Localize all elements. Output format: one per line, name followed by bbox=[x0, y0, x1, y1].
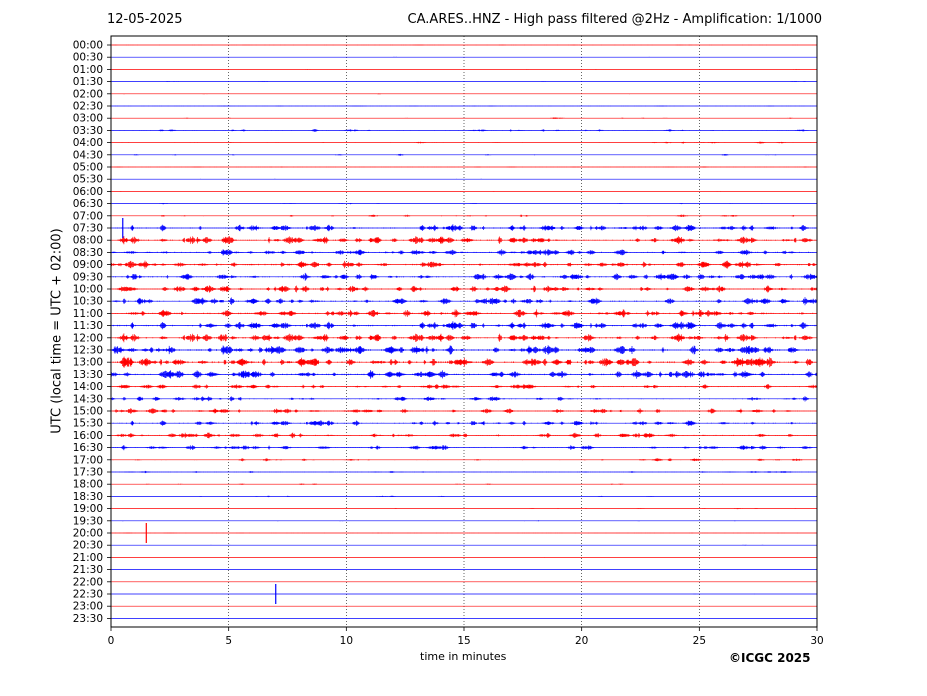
y-tick-label: 07:30 bbox=[73, 223, 103, 235]
y-tick-label: 10:00 bbox=[73, 284, 103, 296]
y-tick-label: 21:00 bbox=[73, 552, 103, 564]
y-tick-label: 22:00 bbox=[73, 576, 103, 588]
trace-1500 bbox=[110, 408, 816, 414]
y-tick-label: 07:00 bbox=[73, 210, 103, 222]
y-tick-label: 11:00 bbox=[73, 308, 103, 320]
y-tick-label: 01:00 bbox=[73, 64, 103, 76]
y-tick-label: 00:30 bbox=[73, 52, 103, 64]
y-tick-label: 16:00 bbox=[73, 430, 103, 442]
x-tick-label: 30 bbox=[810, 635, 823, 647]
y-tick-label: 08:30 bbox=[73, 247, 103, 259]
y-tick-label: 06:00 bbox=[73, 186, 103, 198]
y-tick-label: 12:30 bbox=[73, 345, 103, 357]
y-tick-label: 04:00 bbox=[73, 137, 103, 149]
y-tick-label: 23:00 bbox=[73, 601, 103, 613]
y-tick-label: 23:30 bbox=[73, 613, 103, 625]
y-tick-label: 03:00 bbox=[73, 113, 103, 125]
y-tick-label: 12:00 bbox=[73, 332, 103, 344]
x-tick-label: 0 bbox=[108, 635, 115, 647]
x-tick-label: 25 bbox=[693, 635, 706, 647]
trace-1330 bbox=[110, 370, 818, 379]
plot-frame bbox=[110, 35, 818, 628]
y-tick-label: 20:00 bbox=[73, 528, 103, 540]
trace-1030 bbox=[110, 297, 817, 306]
trace-0330 bbox=[110, 129, 816, 132]
y-tick-label: 05:00 bbox=[73, 162, 103, 174]
y-tick-label: 17:30 bbox=[73, 467, 103, 479]
date-label: 12-05-2025 bbox=[107, 12, 183, 27]
y-tick-label: 06:30 bbox=[73, 198, 103, 210]
chart-title: CA.ARES..HNZ - High pass filtered @2Hz -… bbox=[407, 12, 822, 27]
trace-1130 bbox=[110, 321, 816, 330]
y-tick-label: 20:30 bbox=[73, 540, 103, 552]
x-tick-label: 10 bbox=[340, 635, 353, 647]
y-axis-label: UTC (local time = UTC + 02:00) bbox=[49, 228, 65, 434]
x-tick-label: 15 bbox=[457, 635, 470, 647]
trace-0900 bbox=[111, 260, 817, 269]
trace-1600 bbox=[110, 432, 816, 439]
y-tick-label: 02:30 bbox=[73, 101, 103, 113]
y-tick-label: 03:30 bbox=[73, 125, 103, 137]
x-axis-label: time in minutes bbox=[420, 650, 507, 663]
y-tick-label: 22:30 bbox=[73, 589, 103, 601]
trace-0800 bbox=[110, 236, 816, 245]
y-tick-label: 14:30 bbox=[73, 393, 103, 405]
y-tick-label: 21:30 bbox=[73, 564, 103, 576]
y-tick-label: 09:30 bbox=[73, 271, 103, 283]
y-tick-label: 11:30 bbox=[73, 320, 103, 332]
y-tick-label: 16:30 bbox=[73, 442, 103, 454]
y-tick-label: 02:00 bbox=[73, 88, 103, 100]
y-tick-label: 00:00 bbox=[73, 40, 103, 52]
y-tick-label: 09:00 bbox=[73, 259, 103, 271]
y-tick-label: 05:30 bbox=[73, 174, 103, 186]
copyright-label: ©ICGC 2025 bbox=[729, 651, 811, 665]
trace-1300 bbox=[110, 356, 816, 368]
y-tick-label: 17:00 bbox=[73, 454, 103, 466]
y-tick-label: 10:30 bbox=[73, 296, 103, 308]
y-tick-label: 18:30 bbox=[73, 491, 103, 503]
trace-1230 bbox=[110, 345, 816, 355]
trace-1700 bbox=[112, 458, 816, 462]
y-tick-label: 04:30 bbox=[73, 149, 103, 161]
trace-1200 bbox=[110, 333, 816, 343]
y-tick-label: 08:00 bbox=[73, 235, 103, 247]
y-tick-label: 18:00 bbox=[73, 479, 103, 491]
x-tick-label: 5 bbox=[225, 635, 232, 647]
trace-1630 bbox=[110, 445, 816, 451]
y-tick-label: 13:30 bbox=[73, 369, 103, 381]
x-tick-label: 20 bbox=[575, 635, 588, 647]
trace-1000 bbox=[110, 285, 818, 293]
trace-1730 bbox=[110, 470, 814, 474]
y-tick-label: 19:30 bbox=[73, 515, 103, 527]
trace-0830 bbox=[110, 249, 814, 256]
y-tick-label: 19:00 bbox=[73, 503, 103, 515]
trace-0930 bbox=[110, 272, 818, 281]
trace-0730 bbox=[115, 224, 816, 232]
trace-1430 bbox=[110, 396, 816, 402]
y-tick-label: 13:00 bbox=[73, 357, 103, 369]
y-tick-label: 14:00 bbox=[73, 381, 103, 393]
y-tick-label: 01:30 bbox=[73, 76, 103, 88]
trace-0430 bbox=[112, 153, 816, 156]
y-tick-label: 15:30 bbox=[73, 418, 103, 430]
y-tick-label: 15:00 bbox=[73, 406, 103, 418]
trace-0400 bbox=[110, 141, 816, 144]
trace-1100 bbox=[110, 309, 816, 318]
